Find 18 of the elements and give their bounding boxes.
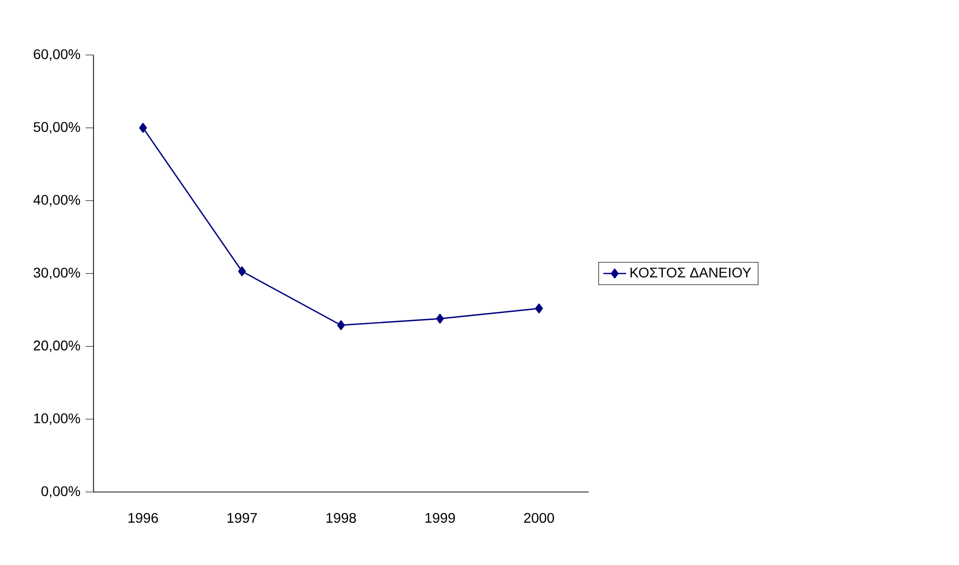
point	[139, 122, 147, 133]
y-tick-label: 10,00%	[34, 413, 80, 425]
y-tick-label: 40,00%	[33, 194, 80, 206]
point	[337, 320, 345, 330]
y-tick-label: 60,00%	[34, 49, 80, 61]
point	[535, 304, 543, 314]
legend-label: ΚΟΣΤΟΣ ΔΑΝΕΙΟΥ	[630, 268, 752, 278]
x-tick-label: 1997	[228, 512, 257, 523]
x-tick-label: 1999	[426, 512, 455, 523]
x-tick-label: 2000	[524, 512, 554, 523]
point	[238, 266, 246, 276]
y-tick-label: 50,00%	[34, 122, 80, 134]
x-tick-label: 1996	[128, 512, 158, 523]
y-tick-label: 20,00%	[34, 340, 80, 352]
x-tick-label: 1998	[326, 512, 356, 523]
point	[436, 314, 444, 324]
y-tick-label: 0,00%	[41, 486, 80, 498]
y-tick-label: 30,00%	[34, 268, 80, 280]
